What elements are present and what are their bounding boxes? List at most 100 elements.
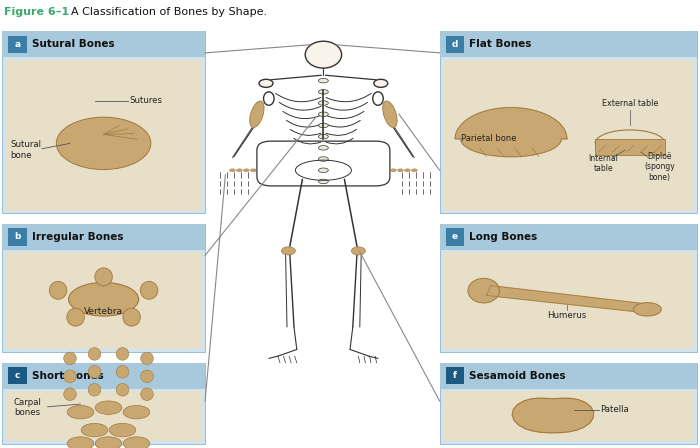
Ellipse shape — [69, 282, 139, 316]
Ellipse shape — [66, 308, 84, 326]
Bar — [2, 31, 205, 57]
Bar — [6, 60, 201, 211]
Ellipse shape — [374, 79, 388, 87]
Ellipse shape — [123, 405, 150, 419]
Ellipse shape — [64, 388, 76, 401]
Ellipse shape — [281, 247, 295, 255]
Ellipse shape — [244, 169, 249, 172]
FancyBboxPatch shape — [8, 36, 27, 53]
Bar — [440, 224, 697, 250]
Ellipse shape — [405, 169, 410, 172]
Ellipse shape — [318, 101, 328, 105]
Bar — [2, 31, 205, 213]
Bar — [6, 252, 201, 349]
Ellipse shape — [109, 423, 136, 437]
Ellipse shape — [318, 146, 328, 150]
Ellipse shape — [412, 169, 417, 172]
Ellipse shape — [94, 268, 112, 286]
Text: a: a — [15, 40, 20, 49]
Ellipse shape — [398, 169, 403, 172]
Ellipse shape — [141, 388, 153, 401]
Ellipse shape — [88, 383, 101, 396]
Bar — [444, 252, 693, 349]
Ellipse shape — [259, 79, 273, 87]
Ellipse shape — [318, 168, 328, 172]
Bar — [444, 60, 693, 211]
Text: Sutural
bone: Sutural bone — [10, 140, 41, 160]
Bar — [2, 363, 205, 444]
FancyBboxPatch shape — [8, 228, 27, 246]
Ellipse shape — [237, 169, 242, 172]
Bar — [440, 363, 697, 444]
Ellipse shape — [67, 437, 94, 448]
Ellipse shape — [318, 112, 328, 116]
Ellipse shape — [305, 41, 342, 68]
Bar — [2, 224, 205, 250]
Ellipse shape — [56, 117, 151, 169]
Text: c: c — [15, 371, 20, 380]
Ellipse shape — [81, 423, 108, 437]
Text: Figure 6–1: Figure 6–1 — [4, 7, 69, 17]
Text: Parietal bone: Parietal bone — [461, 134, 517, 143]
Bar — [2, 224, 205, 352]
Ellipse shape — [141, 370, 153, 383]
Text: External table: External table — [602, 99, 658, 108]
Text: b: b — [14, 233, 21, 241]
Text: Flat Bones: Flat Bones — [469, 39, 531, 49]
Ellipse shape — [318, 78, 328, 83]
Text: e: e — [452, 233, 458, 241]
Ellipse shape — [88, 348, 101, 360]
Ellipse shape — [95, 437, 122, 448]
Bar — [2, 363, 205, 389]
Text: Diploë
(spongy
bone): Diploë (spongy bone) — [644, 152, 675, 181]
Ellipse shape — [383, 101, 397, 128]
Ellipse shape — [230, 169, 235, 172]
Ellipse shape — [250, 101, 264, 128]
Bar — [595, 139, 665, 155]
Ellipse shape — [123, 308, 140, 326]
Bar — [440, 363, 697, 389]
Ellipse shape — [318, 90, 328, 94]
Bar — [440, 31, 697, 57]
Text: Sutures: Sutures — [130, 96, 162, 105]
Ellipse shape — [141, 352, 153, 365]
Bar — [440, 31, 697, 213]
FancyBboxPatch shape — [446, 36, 464, 53]
Ellipse shape — [391, 169, 396, 172]
Ellipse shape — [140, 281, 158, 299]
Ellipse shape — [318, 157, 328, 161]
Ellipse shape — [634, 303, 662, 316]
Text: Short Bones: Short Bones — [32, 371, 104, 381]
Text: Irregular Bones: Irregular Bones — [32, 232, 123, 242]
Ellipse shape — [67, 405, 94, 419]
FancyBboxPatch shape — [446, 228, 464, 246]
Text: Sutural Bones: Sutural Bones — [32, 39, 114, 49]
Text: A Classification of Bones by Shape.: A Classification of Bones by Shape. — [64, 7, 267, 17]
Ellipse shape — [49, 281, 66, 299]
Text: Internal
table: Internal table — [589, 154, 618, 173]
Ellipse shape — [116, 348, 129, 360]
Ellipse shape — [116, 383, 129, 396]
Ellipse shape — [351, 247, 365, 255]
Text: Carpal
bones: Carpal bones — [14, 398, 42, 418]
Text: f: f — [453, 371, 457, 380]
FancyBboxPatch shape — [446, 367, 464, 384]
Ellipse shape — [318, 179, 328, 184]
Bar — [6, 391, 201, 441]
Text: Sesamoid Bones: Sesamoid Bones — [469, 371, 566, 381]
Text: Patella: Patella — [601, 405, 629, 414]
Ellipse shape — [88, 366, 101, 378]
Text: Vertebra: Vertebra — [84, 307, 123, 316]
Ellipse shape — [318, 123, 328, 128]
Ellipse shape — [468, 278, 500, 303]
Bar — [440, 224, 697, 352]
Ellipse shape — [123, 437, 150, 448]
Ellipse shape — [251, 169, 256, 172]
Polygon shape — [455, 108, 567, 157]
Bar — [444, 391, 693, 441]
Ellipse shape — [64, 352, 76, 365]
Ellipse shape — [318, 134, 328, 139]
Ellipse shape — [116, 366, 129, 378]
Ellipse shape — [64, 370, 76, 383]
Text: Long Bones: Long Bones — [469, 232, 538, 242]
